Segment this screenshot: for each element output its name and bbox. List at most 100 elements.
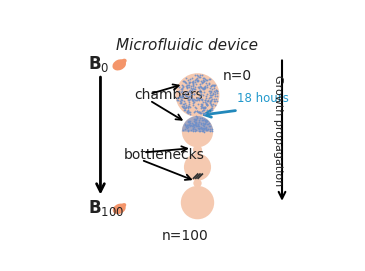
Ellipse shape — [121, 59, 127, 63]
Point — [190, 103, 196, 107]
Point — [186, 119, 192, 123]
Point — [203, 118, 208, 122]
Point — [196, 98, 202, 102]
Point — [203, 96, 209, 101]
Point — [207, 128, 213, 133]
Point — [176, 85, 182, 89]
Point — [184, 125, 189, 129]
Point — [192, 78, 198, 82]
Point — [212, 99, 218, 103]
Point — [180, 128, 186, 133]
Point — [204, 108, 210, 112]
Point — [198, 122, 204, 126]
Point — [185, 108, 191, 113]
Point — [183, 76, 189, 80]
Point — [189, 96, 195, 100]
Point — [201, 85, 207, 89]
Point — [187, 123, 192, 127]
Point — [196, 120, 202, 124]
Point — [187, 120, 192, 124]
Point — [178, 98, 184, 102]
Text: n=100: n=100 — [162, 229, 208, 243]
Point — [209, 106, 215, 110]
Point — [191, 86, 197, 91]
Point — [194, 115, 200, 120]
Point — [181, 104, 187, 109]
Point — [201, 79, 207, 83]
Point — [192, 85, 198, 89]
Point — [192, 129, 197, 133]
Point — [199, 128, 205, 133]
Point — [192, 127, 198, 131]
Point — [203, 81, 209, 85]
Point — [182, 127, 188, 131]
Point — [207, 89, 212, 93]
Point — [181, 99, 187, 104]
Point — [207, 92, 213, 97]
Point — [204, 91, 210, 96]
Point — [197, 73, 203, 77]
Point — [186, 102, 192, 107]
Point — [191, 119, 197, 123]
Point — [196, 75, 201, 79]
Point — [205, 98, 211, 102]
Point — [201, 126, 207, 130]
Point — [195, 122, 201, 126]
Point — [179, 86, 185, 90]
Point — [194, 73, 200, 77]
Point — [188, 111, 193, 116]
Point — [197, 90, 203, 94]
Point — [189, 87, 195, 91]
Point — [189, 79, 195, 83]
Point — [196, 110, 202, 115]
Point — [208, 92, 214, 97]
Point — [188, 92, 194, 96]
Point — [190, 99, 196, 104]
Point — [178, 97, 184, 101]
Point — [189, 83, 195, 87]
Point — [201, 124, 207, 128]
Point — [206, 95, 212, 100]
Point — [198, 85, 204, 90]
Point — [179, 89, 185, 93]
Point — [179, 87, 185, 91]
Point — [186, 98, 192, 102]
Point — [179, 104, 185, 108]
Point — [204, 103, 210, 107]
Point — [195, 126, 201, 130]
Point — [191, 92, 196, 96]
Point — [189, 98, 195, 103]
Point — [207, 77, 212, 82]
Circle shape — [184, 154, 211, 181]
Point — [180, 105, 186, 109]
Point — [201, 105, 207, 109]
Point — [200, 87, 206, 91]
Point — [180, 84, 186, 88]
Point — [206, 124, 212, 128]
Point — [187, 88, 193, 92]
Point — [209, 104, 215, 109]
Point — [204, 119, 210, 123]
Point — [193, 106, 199, 111]
Point — [203, 128, 209, 133]
Point — [214, 89, 220, 93]
Point — [184, 85, 190, 89]
Circle shape — [182, 116, 213, 147]
Point — [196, 78, 201, 82]
Point — [178, 83, 184, 87]
Point — [179, 95, 185, 99]
Point — [181, 106, 187, 110]
Point — [201, 106, 207, 110]
Point — [180, 85, 186, 89]
Point — [209, 87, 215, 91]
Point — [182, 106, 188, 110]
Point — [200, 122, 206, 127]
Point — [184, 122, 190, 127]
Point — [194, 78, 200, 82]
Point — [193, 121, 199, 125]
Point — [193, 73, 199, 78]
Point — [180, 102, 186, 106]
Point — [196, 129, 202, 133]
Point — [185, 104, 191, 108]
Point — [187, 89, 192, 93]
